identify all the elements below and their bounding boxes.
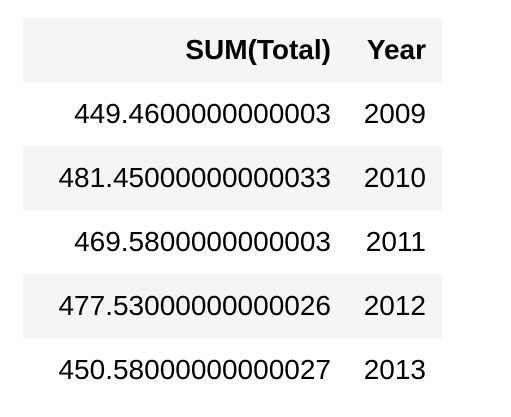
cell-sum-total: 449.4600000000003	[23, 82, 345, 146]
cell-year: 2010	[345, 146, 442, 210]
cell-year: 2011	[345, 210, 442, 274]
cell-sum-total: 481.45000000000033	[23, 146, 345, 210]
results-table-container: SUM(Total) Year 449.4600000000003 2009 4…	[23, 18, 442, 402]
table-row: 469.5800000000003 2011	[23, 210, 442, 274]
table-row: 477.53000000000026 2012	[23, 274, 442, 338]
column-header-sum-total: SUM(Total)	[23, 18, 345, 82]
cell-sum-total: 450.58000000000027	[23, 338, 345, 402]
cell-year: 2013	[345, 338, 442, 402]
cell-sum-total: 477.53000000000026	[23, 274, 345, 338]
table-row: 449.4600000000003 2009	[23, 82, 442, 146]
table-row: 481.45000000000033 2010	[23, 146, 442, 210]
table-header-row: SUM(Total) Year	[23, 18, 442, 82]
table-row: 450.58000000000027 2013	[23, 338, 442, 402]
cell-year: 2009	[345, 82, 442, 146]
cell-year: 2012	[345, 274, 442, 338]
cell-sum-total: 469.5800000000003	[23, 210, 345, 274]
results-table: SUM(Total) Year 449.4600000000003 2009 4…	[23, 18, 442, 402]
column-header-year: Year	[345, 18, 442, 82]
